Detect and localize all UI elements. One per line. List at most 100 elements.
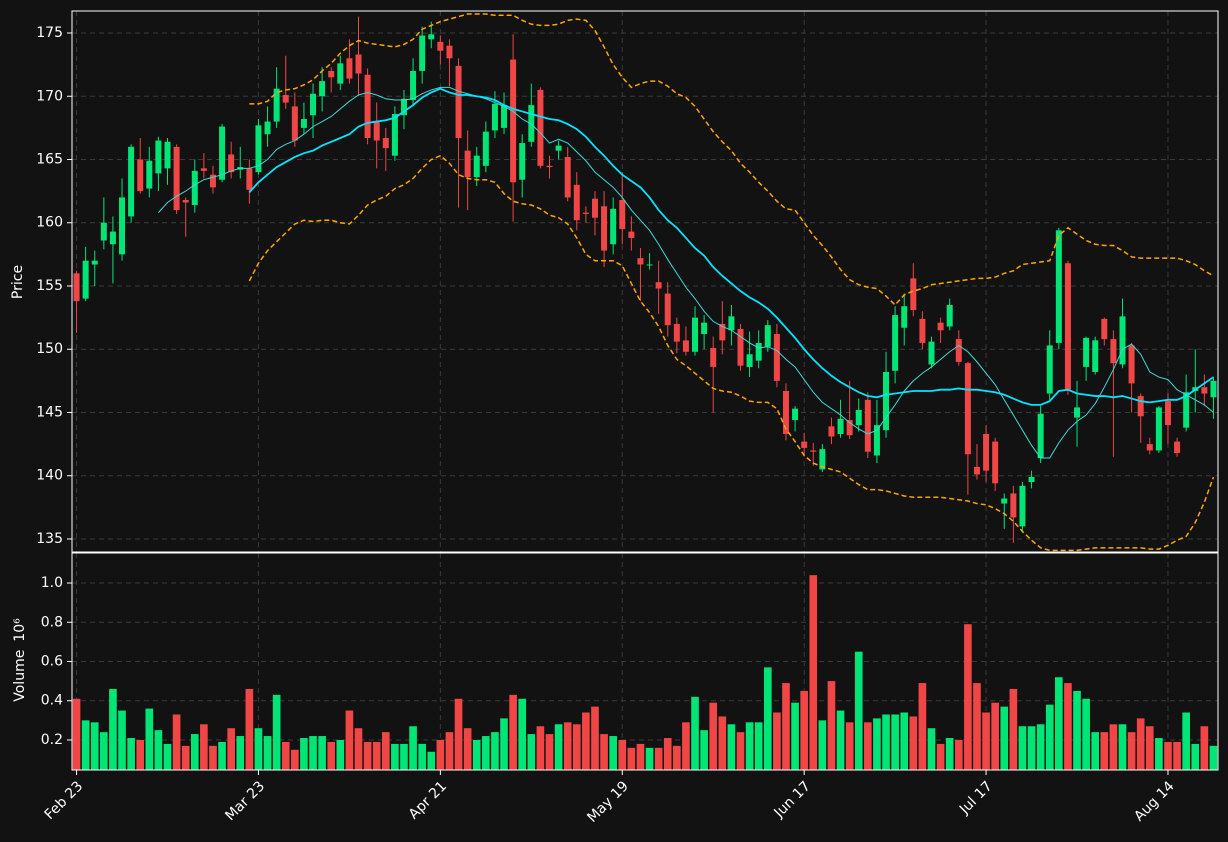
volume-bar: [591, 706, 599, 770]
candle-body: [364, 74, 371, 138]
candle-body: [810, 450, 817, 452]
candle-body: [755, 342, 762, 361]
y-tick-label: 160: [36, 215, 63, 231]
volume-bar: [536, 726, 545, 770]
candle-body: [728, 316, 735, 331]
candle-body: [1074, 407, 1081, 418]
volume-bar: [554, 724, 563, 770]
candle-body: [1201, 387, 1208, 394]
volume-bar: [1145, 726, 1154, 770]
candle-body: [837, 418, 844, 434]
candle-body: [300, 119, 307, 128]
candle-body: [473, 155, 480, 178]
volume-bar: [1045, 704, 1054, 770]
volume-bar: [127, 738, 135, 770]
volume-bar: [154, 730, 163, 770]
candle-body: [773, 334, 780, 381]
volume-bar: [854, 651, 863, 770]
line-series: [249, 13, 1214, 307]
candle-body: [682, 340, 689, 352]
volume-bar: [218, 741, 226, 770]
candle-body: [510, 59, 517, 183]
candle-body: [673, 323, 680, 342]
volume-bar: [500, 718, 508, 770]
candle-body: [1164, 401, 1171, 426]
volume-bar: [200, 724, 208, 770]
volume-bar: [754, 722, 763, 770]
volume-bar: [318, 736, 326, 770]
candle-body: [601, 206, 608, 251]
candle-body: [501, 105, 508, 128]
candle-body: [1092, 340, 1099, 373]
volume-bar: [845, 722, 854, 770]
volume-bar: [1064, 683, 1072, 770]
volume-bar: [236, 736, 245, 770]
candle-body: [992, 441, 999, 484]
candle-body: [591, 198, 598, 218]
volume-bar: [773, 712, 781, 770]
volume-bar: [545, 734, 554, 770]
volume-bar: [609, 736, 617, 770]
panel-frame: [71, 10, 1219, 553]
candle-body: [382, 137, 389, 149]
candle-body: [746, 354, 753, 367]
volume-bar: [418, 743, 426, 770]
candle-body: [109, 231, 116, 245]
y-tick-label: 0.4: [41, 693, 63, 709]
candle-body: [1174, 441, 1181, 453]
y-tick-label: 1.0: [41, 575, 63, 591]
candle-body: [1028, 476, 1035, 483]
volume-bar: [1027, 726, 1036, 770]
volume-bar: [463, 728, 472, 770]
candle-body: [537, 89, 544, 166]
candle-body: [373, 121, 380, 141]
candle-body: [792, 408, 799, 421]
volume-bar: [81, 720, 90, 770]
volume-bar: [618, 739, 627, 770]
candle-body: [655, 282, 662, 289]
candle-body: [219, 126, 226, 180]
candle-body: [555, 145, 562, 151]
volume-bar: [391, 743, 399, 770]
candle-body: [919, 318, 926, 343]
y-tick-label: 150: [36, 341, 63, 357]
candle-body: [955, 339, 962, 362]
volume-bar: [90, 722, 99, 770]
volume-bar: [673, 745, 681, 770]
volume-bar: [372, 741, 381, 770]
volume-bar: [745, 722, 754, 770]
candle-body: [128, 146, 135, 217]
volume-bar: [691, 696, 699, 770]
volume-bar: [891, 714, 899, 770]
volume-bar: [1082, 698, 1090, 770]
candle-body: [464, 150, 471, 178]
candle-body: [719, 323, 726, 341]
candle-body: [1110, 339, 1117, 364]
y-tick-label: 140: [36, 468, 63, 484]
volume-bar: [663, 738, 672, 770]
offset-label: 10⁶: [12, 618, 28, 642]
volume-bar: [172, 714, 181, 770]
y-tick-label: 0.6: [41, 654, 63, 670]
volume-bar: [100, 732, 108, 770]
candle-body: [973, 466, 980, 475]
candle-body: [410, 70, 417, 101]
candle-body: [310, 93, 317, 116]
volume-bar: [509, 694, 517, 770]
volume-bar: [1036, 724, 1045, 770]
candle-body: [264, 121, 271, 135]
volume-bar: [864, 722, 872, 770]
candle-body: [873, 425, 880, 456]
candle-body: [400, 98, 407, 116]
volume-bar: [654, 747, 663, 770]
candle-body: [1137, 396, 1144, 417]
candle-body: [764, 325, 771, 347]
panel-frame: [71, 552, 1219, 771]
volume-bar: [991, 702, 999, 770]
candle-body: [200, 168, 207, 171]
volume-bar: [309, 736, 317, 770]
candle-body: [692, 317, 699, 352]
volume-bar: [954, 739, 963, 770]
candle-body: [1155, 407, 1162, 451]
volume-bar: [436, 739, 445, 770]
